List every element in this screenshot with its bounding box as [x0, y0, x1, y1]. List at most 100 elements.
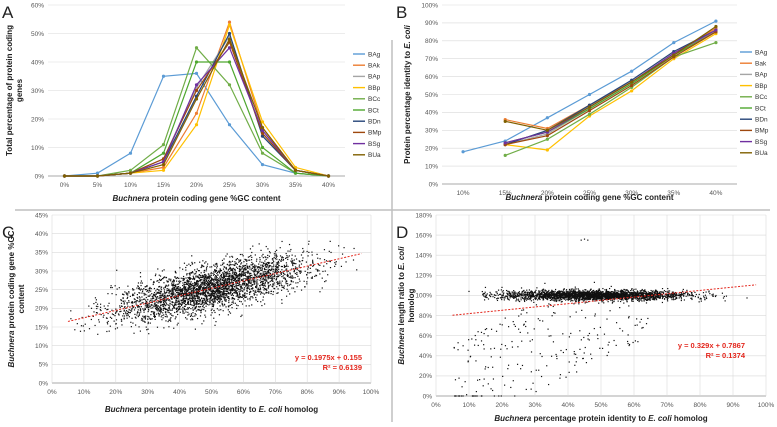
data-point — [192, 275, 194, 277]
data-point — [599, 290, 601, 292]
data-point — [601, 300, 603, 302]
data-point — [235, 287, 237, 289]
data-point — [247, 267, 249, 269]
data-point — [233, 264, 235, 266]
data-point — [256, 271, 259, 273]
data-point — [290, 280, 292, 282]
data-point — [207, 286, 209, 288]
data-point — [530, 297, 532, 299]
data-point — [208, 278, 210, 280]
data-point — [193, 289, 195, 292]
data-point — [627, 294, 629, 296]
data-point — [588, 293, 590, 295]
data-point — [484, 293, 486, 295]
data-point — [163, 303, 166, 305]
data-point — [70, 318, 72, 320]
data-point — [254, 275, 256, 277]
data-point — [185, 294, 188, 296]
data-point — [229, 289, 232, 291]
data-point — [185, 283, 187, 286]
data-point — [163, 295, 165, 298]
data-point — [148, 316, 150, 318]
data-point — [263, 289, 265, 291]
data-point — [147, 315, 149, 318]
data-point — [188, 276, 191, 278]
data-point — [260, 264, 262, 266]
data-point — [187, 311, 189, 313]
data-point — [268, 272, 270, 274]
data-point — [140, 306, 142, 308]
data-point — [186, 264, 188, 267]
data-point — [268, 282, 270, 284]
data-point — [619, 295, 621, 297]
data-point — [242, 255, 244, 257]
data-point — [225, 293, 227, 295]
data-point — [223, 275, 225, 277]
data-point — [654, 298, 656, 300]
data-point — [235, 291, 237, 293]
data-point — [192, 289, 194, 291]
data-point — [173, 288, 176, 290]
data-point — [244, 264, 246, 267]
data-point — [232, 300, 234, 302]
data-point — [193, 287, 196, 289]
data-point — [138, 292, 140, 294]
data-point — [270, 262, 273, 264]
data-point — [134, 301, 136, 303]
data-point — [263, 285, 265, 287]
data-point — [232, 276, 234, 278]
data-point — [223, 296, 225, 298]
data-point — [272, 266, 274, 268]
data-point — [223, 274, 225, 276]
data-point — [236, 263, 238, 265]
data-point — [222, 296, 224, 298]
data-point — [316, 269, 319, 272]
data-point — [178, 305, 180, 307]
data-point — [141, 296, 143, 298]
data-point — [660, 291, 662, 293]
data-point — [261, 304, 263, 307]
data-point — [631, 288, 633, 290]
data-point — [203, 308, 205, 311]
data-point — [708, 290, 710, 292]
data-point — [115, 319, 118, 321]
data-point — [139, 303, 142, 305]
data-point — [109, 316, 112, 318]
data-point — [601, 292, 603, 294]
data-point — [286, 271, 288, 273]
data-point — [229, 304, 231, 306]
data-point — [156, 280, 158, 282]
data-point — [538, 298, 541, 300]
data-point — [116, 311, 118, 313]
data-point — [555, 300, 557, 303]
data-point-BAg — [672, 40, 676, 45]
data-point — [545, 297, 547, 299]
data-point — [220, 278, 222, 281]
data-point — [249, 281, 251, 283]
data-point — [280, 273, 283, 275]
data-point — [213, 264, 215, 266]
data-point — [290, 275, 292, 277]
data-point — [197, 281, 199, 283]
data-point — [163, 276, 165, 278]
data-point — [194, 296, 196, 298]
data-point — [197, 303, 199, 305]
data-point — [574, 286, 576, 288]
data-point — [507, 298, 509, 301]
data-point — [262, 274, 264, 276]
data-point — [234, 289, 236, 291]
data-point — [164, 293, 166, 295]
data-point — [261, 255, 263, 257]
data-point — [225, 306, 227, 308]
y-tick-label: 10% — [425, 163, 438, 170]
data-point — [203, 307, 205, 309]
data-point — [242, 268, 245, 270]
data-point — [265, 262, 268, 264]
data-point — [225, 278, 227, 280]
data-point — [143, 320, 145, 322]
x-tick-label: 70% — [269, 389, 282, 396]
data-point — [225, 285, 228, 287]
data-point — [223, 281, 226, 283]
data-point — [155, 305, 158, 307]
data-point — [215, 290, 218, 292]
